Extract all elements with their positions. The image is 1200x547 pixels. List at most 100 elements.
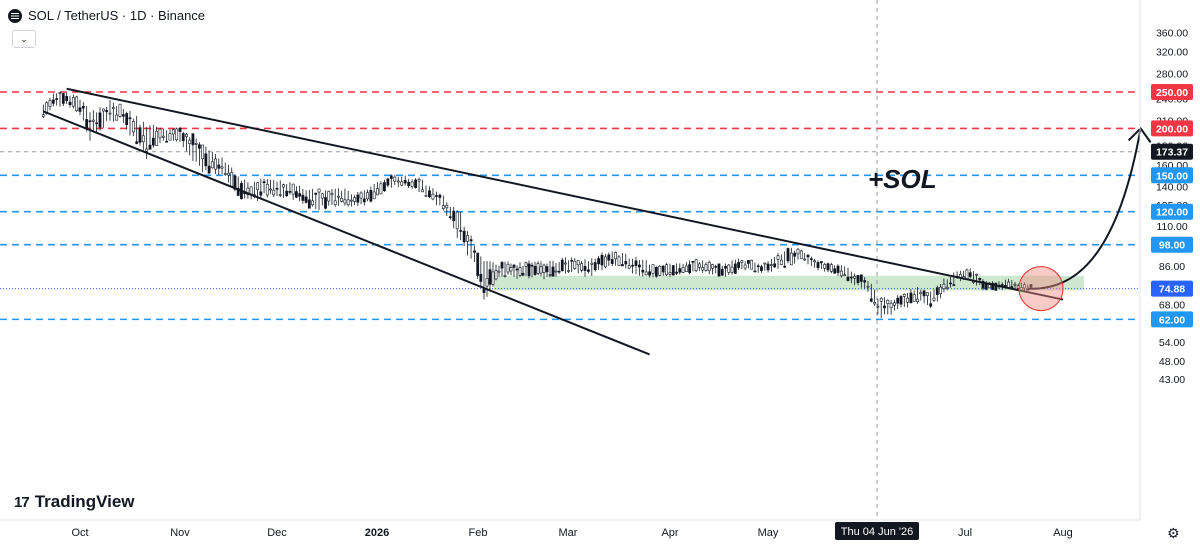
candle-body [567, 270, 570, 272]
candle-body [1023, 284, 1027, 289]
sol-annotation-text: +SOL [868, 164, 937, 194]
level-badge-98.00-bg [1151, 236, 1193, 253]
candle-body [188, 139, 192, 144]
candle-body [916, 298, 919, 302]
candle-body [118, 103, 122, 117]
y-tick-label: 54.00 [1159, 337, 1185, 349]
candle-body [448, 216, 452, 218]
candle-body [128, 117, 132, 120]
y-tick-label: 68.00 [1159, 299, 1185, 311]
candle-body [853, 275, 857, 279]
candle-body [849, 276, 853, 279]
candle-body [968, 272, 972, 277]
candle-body [886, 300, 890, 304]
candle-body [711, 264, 714, 269]
level-badge-200.00: 200.00 [1156, 123, 1188, 135]
candle-body [314, 192, 318, 195]
candle-body [434, 195, 438, 197]
candle-body [71, 97, 75, 107]
candle-body [445, 204, 449, 209]
candle-body [98, 112, 102, 128]
candle-body [637, 264, 641, 268]
crosshair-price-badge: 173.37 [1156, 147, 1188, 159]
chevron-down-icon: ⌄ [20, 33, 28, 44]
collapse-legend-button[interactable]: ⌄ [12, 30, 36, 48]
candle-body [991, 282, 995, 290]
candle-body [115, 114, 119, 121]
candle-body [194, 143, 198, 145]
candle-body [614, 252, 618, 260]
candle-body [327, 191, 331, 202]
candle-body [704, 264, 708, 271]
candle-body [294, 191, 298, 198]
candle-body [75, 96, 79, 111]
candle-body [833, 268, 837, 274]
candle-body [311, 200, 314, 206]
candle-body [846, 276, 850, 281]
candle-body [597, 258, 601, 265]
candle-body [803, 258, 807, 261]
candle-body [743, 264, 747, 269]
candle-body [269, 188, 272, 191]
x-tick-label: Feb [469, 527, 488, 539]
x-tick-label: Apr [661, 527, 678, 539]
candle-body [236, 187, 240, 196]
candle-body [466, 235, 470, 242]
candle-body [994, 282, 998, 291]
tradingview-logo[interactable]: 17 TradingView [14, 492, 135, 512]
candle-body [981, 280, 985, 289]
y-tick-label: 110.00 [1156, 221, 1187, 233]
candle-body [256, 182, 260, 190]
last-price-badge: 74.88 [1159, 284, 1185, 296]
candle-body [879, 298, 883, 302]
candle-body [105, 110, 109, 113]
settings-gear-icon[interactable]: ⚙ [1167, 525, 1180, 541]
candle-body [337, 195, 340, 198]
candle-body [952, 284, 956, 286]
projection-arrow [1027, 128, 1142, 290]
candle-body [733, 263, 737, 274]
candle-body [1029, 284, 1033, 288]
lower-trendline [42, 110, 650, 356]
candle-body [201, 144, 205, 160]
candle-body [813, 260, 817, 263]
symbol-header[interactable]: SOL / TetherUS · 1D · Binance [8, 8, 205, 23]
candle-body [210, 161, 214, 169]
candle-body [945, 286, 949, 289]
candle-body [431, 193, 435, 200]
candle-body [530, 264, 534, 267]
candle-body [545, 266, 549, 273]
candle-body [769, 264, 773, 266]
candle-body [873, 302, 877, 305]
sol-coin-icon [8, 8, 22, 23]
candle-body [527, 263, 531, 277]
candle-body [753, 270, 757, 273]
candle-body [949, 282, 952, 285]
candle-body [836, 265, 840, 273]
level-badge-98.00: 98.00 [1159, 240, 1185, 252]
candle-body [912, 294, 916, 302]
candle-body [654, 267, 658, 277]
candle-body [376, 188, 379, 196]
candle-body [773, 263, 777, 268]
candle-body [583, 266, 587, 271]
candle-body [161, 135, 165, 138]
candle-body [317, 188, 321, 193]
y-tick-label: 48.00 [1159, 356, 1185, 368]
candle-body [603, 256, 607, 268]
tradingview-logo-text: TradingView [34, 492, 135, 511]
candle-body [346, 199, 350, 206]
candle-body [925, 292, 929, 296]
candle-body [278, 194, 282, 196]
candle-body [307, 199, 311, 209]
candle-body [155, 130, 159, 146]
candle-body [1013, 283, 1017, 286]
candle-body [95, 122, 99, 125]
candle-body [171, 129, 175, 135]
candle-body [816, 262, 820, 268]
candle-body [536, 263, 540, 274]
candle-body [691, 261, 695, 263]
candle-body [459, 230, 463, 232]
candle-body [51, 99, 55, 104]
